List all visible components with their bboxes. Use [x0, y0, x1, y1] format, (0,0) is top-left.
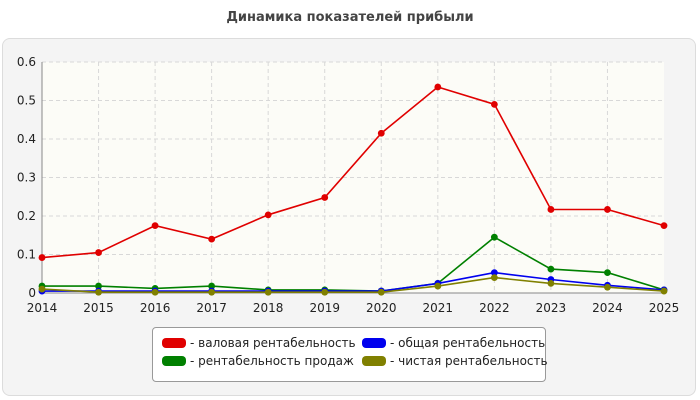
legend-item-net: - чистая рентабельность [362, 354, 548, 368]
x-tick-label: 2017 [196, 301, 227, 315]
legend-item-total: - общая рентабельность [362, 336, 545, 350]
data-point [377, 288, 385, 296]
x-tick-label: 2024 [592, 301, 623, 315]
data-point [151, 222, 159, 230]
x-tick-label: 2015 [83, 301, 114, 315]
data-point [321, 194, 329, 201]
series-line [41, 86, 665, 259]
legend-swatch [162, 356, 186, 366]
data-point [604, 269, 611, 276]
series-0 [38, 83, 668, 261]
data-point [95, 288, 102, 296]
legend-item-sales: - рентабельность продаж [162, 354, 354, 368]
data-point [377, 129, 385, 137]
legend-swatch [162, 338, 186, 348]
legend-label: - рентабельность продаж [190, 354, 354, 368]
data-point [38, 254, 46, 261]
y-tick-label: 0.6 [17, 55, 36, 69]
data-point [208, 288, 216, 296]
data-point [264, 288, 272, 296]
data-point [604, 283, 611, 291]
y-tick-label: 0.1 [17, 248, 36, 262]
legend-label: - общая рентабельность [390, 336, 546, 350]
y-tick-label: 0.5 [17, 94, 36, 108]
x-tick-label: 2025 [649, 301, 680, 315]
series-line [41, 276, 665, 294]
x-tick-label: 2014 [27, 301, 58, 315]
chart-legend: - валовая рентабельность - рентабельност… [152, 327, 548, 382]
x-tick-label: 2022 [479, 301, 510, 315]
series-line [42, 271, 665, 292]
data-point [660, 287, 668, 295]
data-point [208, 235, 216, 243]
data-point [490, 269, 498, 276]
data-point [38, 285, 46, 293]
x-tick-label: 2020 [366, 301, 397, 315]
legend-label: - чистая рентабельность [390, 354, 548, 368]
data-point [490, 100, 498, 108]
data-point [604, 206, 611, 213]
legend-label: - валовая рентабельность [190, 336, 356, 350]
y-tick-label: 0.3 [17, 171, 36, 185]
data-point [434, 282, 442, 290]
y-tick-label: 0.2 [17, 209, 36, 223]
x-tick-label: 2018 [253, 301, 284, 315]
legend-swatch [362, 338, 386, 348]
chart-title: Динамика показателей прибыли [226, 10, 474, 25]
data-point [660, 222, 668, 230]
data-point [490, 274, 498, 281]
data-point [264, 211, 272, 219]
data-point [547, 279, 555, 287]
data-point [151, 288, 159, 296]
axis-layer: 0 0.1 0.2 0.3 0.4 0.5 0.6 2014 2015 2016 2017 2018 2… [17, 55, 679, 315]
data-point [95, 249, 102, 256]
x-tick-label: 2021 [423, 301, 454, 315]
data-point [321, 288, 329, 296]
data-point [490, 233, 498, 241]
x-tick-label: 2023 [536, 301, 567, 315]
x-tick-label: 2019 [309, 301, 340, 315]
data-point [208, 282, 216, 290]
legend-item-gross: - валовая рентабельность [162, 336, 356, 350]
series-3 [38, 274, 668, 296]
data-point [547, 265, 555, 273]
data-point [434, 83, 442, 91]
x-tick-label: 2016 [140, 301, 171, 315]
data-point [547, 206, 555, 213]
data-point [95, 282, 102, 290]
legend-swatch [362, 356, 386, 366]
grid-layer [42, 61, 664, 293]
y-tick-label: 0 [28, 286, 36, 300]
series-layer [38, 83, 668, 296]
y-tick-label: 0.4 [17, 132, 36, 146]
